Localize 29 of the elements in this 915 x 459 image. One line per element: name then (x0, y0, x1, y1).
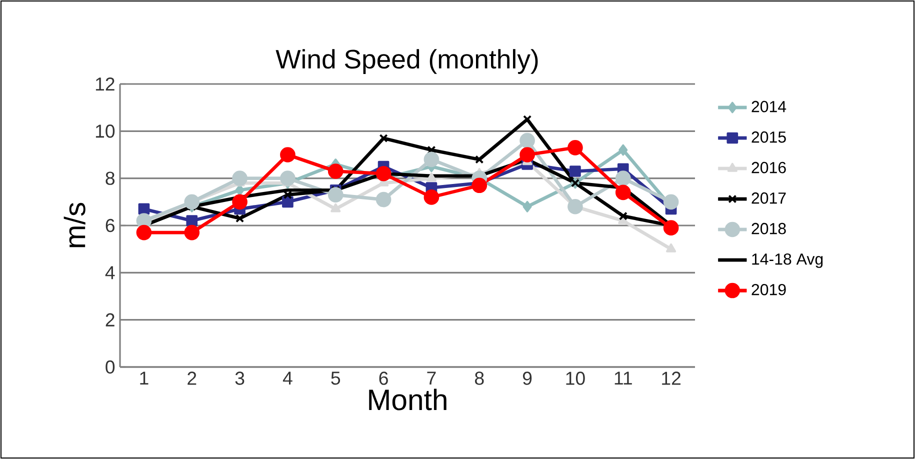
legend-label: 14-18 Avg (752, 253, 823, 268)
x-tick-label: 8 (475, 372, 484, 385)
legend-label: 2019 (752, 284, 786, 296)
x-tick-label: 12 (662, 372, 680, 385)
legend-label: 2018 (752, 222, 786, 234)
legend-label: 2016 (752, 162, 786, 174)
x-tick-label: 11 (614, 372, 632, 385)
chart-title: Wind Speed (monthly) (276, 49, 538, 74)
x-axis-title: Month (369, 388, 446, 410)
y-tick-label: 8 (106, 172, 114, 185)
y-tick-label: 10 (96, 124, 115, 138)
legend-label: 2014 (752, 100, 786, 112)
y-tick-label: 2 (106, 313, 114, 326)
y-tick-label: 0 (106, 360, 115, 374)
y-tick-label: 4 (105, 266, 115, 280)
x-tick-label: 6 (379, 372, 388, 385)
legend-label: 2017 (752, 192, 786, 204)
x-tick-label: 9 (522, 372, 532, 385)
y-axis-title: m/s (64, 202, 86, 248)
y-tick-label: 12 (96, 77, 114, 91)
x-tick-label: 5 (331, 372, 340, 385)
x-tick-label: 2 (188, 372, 196, 385)
x-tick-label: 3 (235, 372, 244, 385)
x-tick-label: 7 (427, 372, 436, 385)
x-tick-label: 4 (282, 372, 292, 385)
legend-label: 2015 (752, 131, 786, 143)
x-tick-label: 1 (140, 372, 148, 385)
y-tick-label: 6 (106, 218, 114, 232)
x-tick-label: 10 (566, 372, 585, 385)
